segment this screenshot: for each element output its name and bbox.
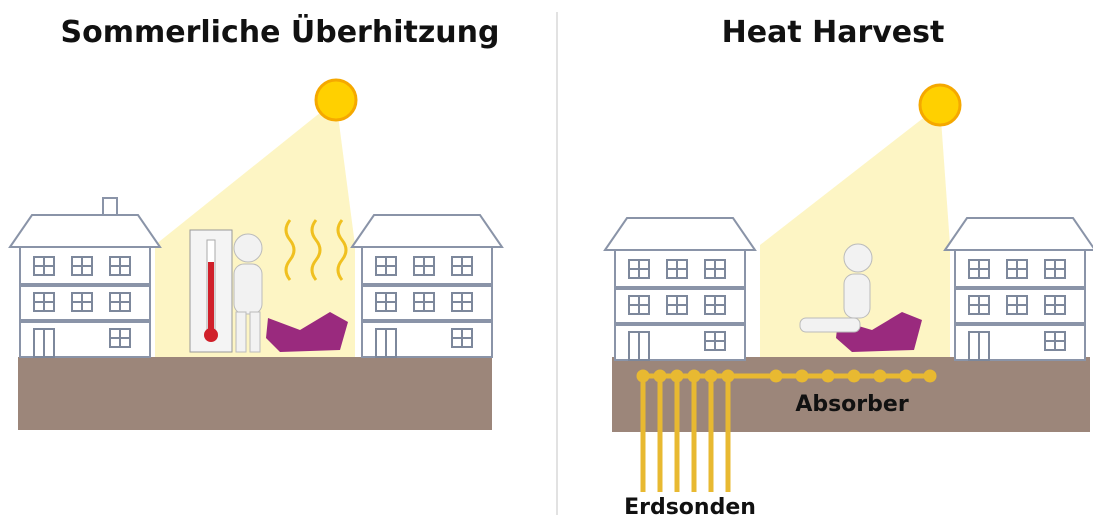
ground <box>18 357 492 430</box>
panel-title: Sommerliche Überhitzung <box>61 13 500 50</box>
building <box>945 218 1093 360</box>
thermometer <box>190 230 232 352</box>
building <box>605 218 755 360</box>
illustration: Sommerliche Überhitzung Heat Harvest Abs… <box>0 0 1093 521</box>
absorber-label: Absorber <box>795 392 909 417</box>
probes-label: Erdsonden <box>624 495 756 520</box>
building <box>352 215 502 357</box>
panel-title: Heat Harvest <box>722 15 945 50</box>
building <box>10 215 160 357</box>
sun <box>920 85 960 125</box>
sun <box>316 80 356 120</box>
